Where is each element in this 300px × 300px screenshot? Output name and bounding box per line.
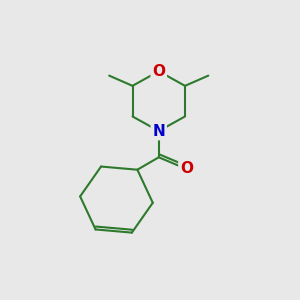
Text: O: O [180,161,193,176]
Text: O: O [152,64,165,79]
Text: N: N [152,124,165,139]
